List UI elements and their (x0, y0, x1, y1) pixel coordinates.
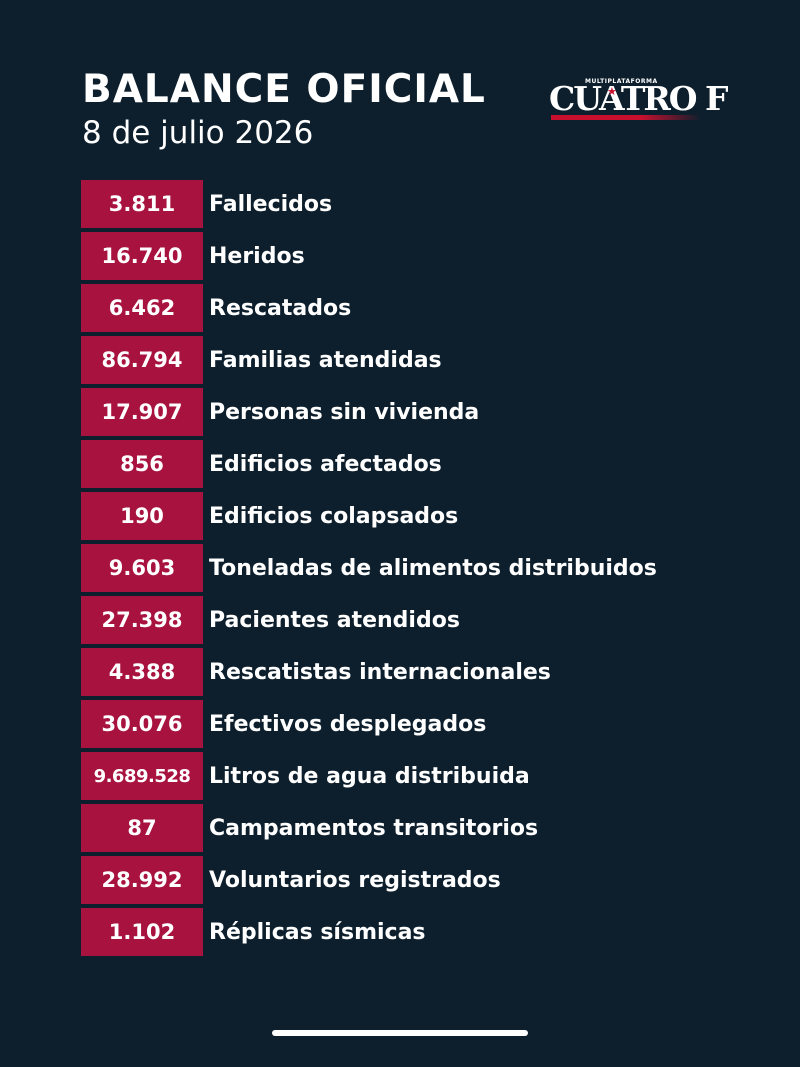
cuatro-f-logo: MULTIPLATAFORMA CUATRO F ★ (549, 78, 739, 122)
stat-label: Edificios afectados (209, 451, 442, 477)
stat-value: 190 (81, 492, 203, 540)
stat-row: 6.462 Rescatados (81, 282, 761, 334)
logo-underline (551, 115, 701, 120)
stat-row: 856 Edificios afectados (81, 438, 761, 490)
stat-label: Campamentos transitorios (209, 815, 539, 841)
stat-value: 30.076 (81, 700, 203, 748)
page-title: BALANCE OFICIAL (82, 67, 486, 112)
stats-list: 3.811 Fallecidos 16.740 Heridos 6.462 Re… (81, 178, 761, 958)
stat-label: Edificios colapsados (209, 503, 459, 529)
logo-name: CUATRO F (549, 79, 728, 118)
star-icon: ★ (607, 85, 617, 98)
stat-label: Personas sin vivienda (209, 399, 480, 425)
stat-value: 9.603 (81, 544, 203, 592)
stat-row: 30.076 Efectivos desplegados (81, 698, 761, 750)
stat-value: 86.794 (81, 336, 203, 384)
header: BALANCE OFICIAL 8 de julio 2026 (82, 68, 486, 152)
stat-label: Rescatados (209, 295, 352, 321)
stat-label: Pacientes atendidos (209, 607, 460, 633)
stat-value: 87 (81, 804, 203, 852)
stat-value: 27.398 (81, 596, 203, 644)
stat-row: 28.992 Voluntarios registrados (81, 854, 761, 906)
stat-row: 86.794 Familias atendidas (81, 334, 761, 386)
stat-value: 16.740 (81, 232, 203, 280)
stat-value: 6.462 (81, 284, 203, 332)
stat-label: Efectivos desplegados (209, 711, 487, 737)
stat-row: 16.740 Heridos (81, 230, 761, 282)
stat-row: 4.388 Rescatistas internacionales (81, 646, 761, 698)
logo-superscript: MULTIPLATAFORMA (585, 78, 658, 85)
stat-label: Réplicas sísmicas (209, 919, 426, 945)
stat-row: 87 Campamentos transitorios (81, 802, 761, 854)
stat-value: 9.689.528 (81, 752, 203, 800)
stat-row: 27.398 Pacientes atendidos (81, 594, 761, 646)
stat-value: 856 (81, 440, 203, 488)
stat-value: 4.388 (81, 648, 203, 696)
stat-label: Heridos (209, 243, 305, 269)
stat-label: Voluntarios registrados (209, 867, 501, 893)
stat-row: 1.102 Réplicas sísmicas (81, 906, 761, 958)
stat-value: 1.102 (81, 908, 203, 956)
stat-label: Fallecidos (209, 191, 333, 217)
stat-row: 17.907 Personas sin vivienda (81, 386, 761, 438)
stat-row: 190 Edificios colapsados (81, 490, 761, 542)
home-indicator[interactable] (272, 1030, 528, 1036)
stat-value: 17.907 (81, 388, 203, 436)
stat-label: Toneladas de alimentos distribuidos (209, 555, 657, 581)
stat-value: 28.992 (81, 856, 203, 904)
stat-row: 9.603 Toneladas de alimentos distribuido… (81, 542, 761, 594)
stat-value: 3.811 (81, 180, 203, 228)
page-date: 8 de julio 2026 (82, 115, 314, 151)
stat-row: 9.689.528 Litros de agua distribuida (81, 750, 761, 802)
stat-label: Familias atendidas (209, 347, 442, 373)
stat-label: Litros de agua distribuida (209, 763, 530, 789)
stat-row: 3.811 Fallecidos (81, 178, 761, 230)
stat-label: Rescatistas internacionales (209, 659, 551, 685)
